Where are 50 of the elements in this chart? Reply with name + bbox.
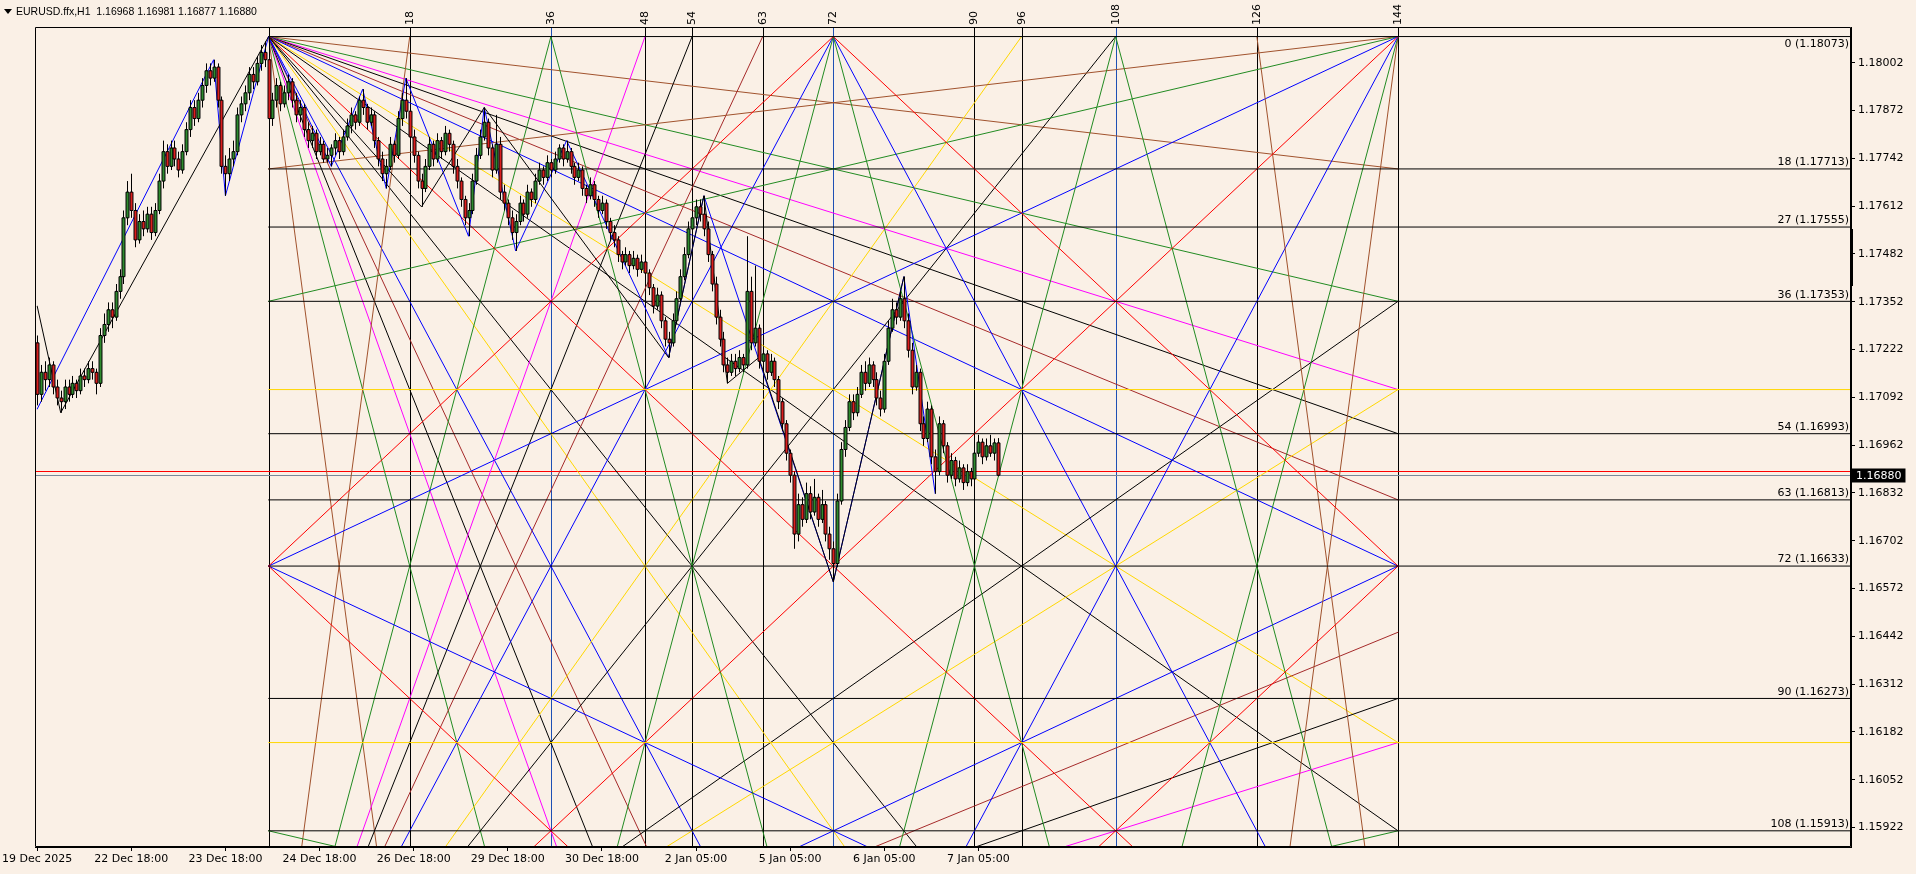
y-tick-label: 1.15922 [1858,820,1904,834]
y-tick-label: 1.16312 [1858,676,1904,690]
legend-label: 18 (1.17713) [1777,155,1849,169]
x-tick-label: 5 Jan 05:00 [758,852,822,866]
y-tick-label: 1.17872 [1858,103,1904,117]
legend-label: 36 (1.17353) [1777,287,1849,301]
y-tick-label: 1.17612 [1858,198,1904,212]
x2-tick-label: 72 [826,11,840,25]
chart-title: EURUSD.ffx,H1 1.16968 1.16981 1.16877 1.16880 [15,5,258,18]
x-tick-label: 30 Dec 18:00 [564,852,639,866]
y-tick-label: 1.16832 [1858,485,1904,499]
legend-label: 108 (1.15913) [1770,817,1849,831]
series-label: 54 (1.16993) [1777,420,1849,434]
series-label: 72 (1.16633) [1777,552,1849,566]
x2-tick-label: 126 [1250,4,1264,25]
x2-tick-label: 108 [1109,4,1123,25]
y-tick-label: 1.17222 [1858,342,1904,356]
y-tick-label: 1.17482 [1858,246,1904,260]
series-label: 0 (1.18073) [1784,36,1849,50]
x-tick-label: 29 Dec 18:00 [470,852,545,866]
x-tick-label: 2 Jan 05:00 [664,852,728,866]
x2-tick-label: 18 [403,11,417,25]
x-tick-label: 26 Dec 18:00 [376,852,451,866]
y-tick-label: 1.17092 [1858,390,1904,404]
y-tick-label: 1.16702 [1858,533,1904,547]
y-tick-label: 1.16182 [1858,724,1904,738]
y-tick-label: 1.17742 [1858,151,1904,165]
x-tick-label: 23 Dec 18:00 [188,852,263,866]
y-tick-label: 1.18002 [1858,55,1904,69]
x-tick-label: 7 Jan 05:00 [947,852,1010,866]
x2-tick-label: 144 [1391,4,1405,25]
legend-label: 63 (1.16813) [1777,486,1849,500]
y-tick-label: 1.16052 [1858,772,1904,786]
x2-tick-label: 90 [967,11,981,25]
x2-tick-label: 96 [1015,11,1029,25]
x-tick-label: 22 Dec 18:00 [94,852,169,866]
ref-line-label: 1.16880 [1856,468,1902,482]
x-tick-label: 6 Jan 05:00 [852,852,916,866]
y-tick-label: 1.17352 [1858,294,1904,308]
x2-tick-label: 36 [544,11,558,25]
x2-tick-label: 63 [756,11,770,25]
y-tick-label: 1.16442 [1858,629,1904,643]
x2-tick-label: 54 [685,11,699,25]
y-tick-label: 1.16962 [1858,437,1904,451]
x-tick-label: 24 Dec 18:00 [282,852,357,866]
series-label: 27 (1.17555) [1777,213,1849,227]
y-tick-label: 1.16572 [1858,581,1904,595]
x2-tick-label: 48 [638,11,652,25]
x-tick-label: 19 Dec 2025 [2,852,73,866]
legend-label: 90 (1.16273) [1777,684,1849,698]
